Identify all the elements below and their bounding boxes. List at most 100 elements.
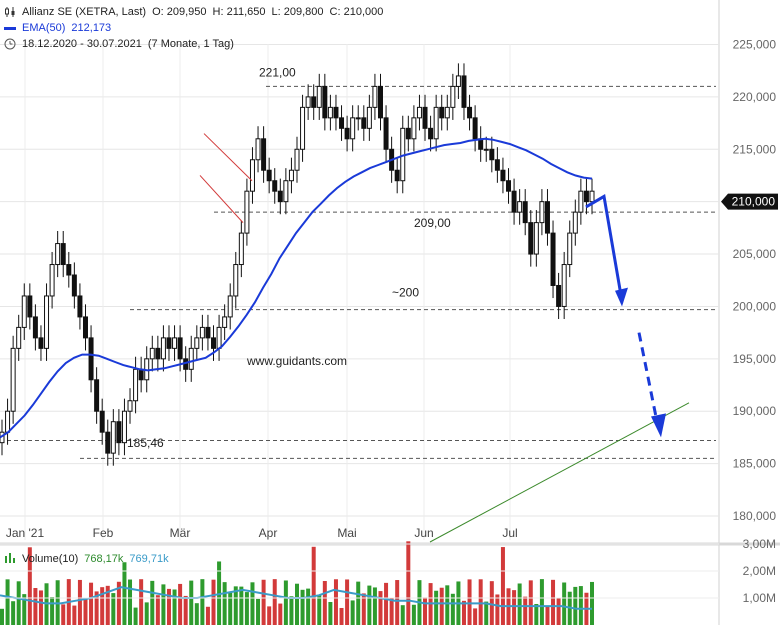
candle-body: [350, 117, 356, 140]
candle-body: [522, 201, 528, 224]
candle-body: [172, 337, 178, 349]
candle-body: [194, 337, 200, 349]
volume-bar: [295, 583, 299, 625]
volume-bar: [61, 604, 66, 625]
candle-body: [211, 337, 217, 349]
candle-body: [578, 190, 584, 213]
volume-bar: [211, 579, 216, 625]
projection-arrow-dashed: [637, 332, 659, 422]
candle-body: [383, 117, 389, 150]
ema-swatch-icon: [4, 26, 16, 30]
candle-body: [405, 127, 411, 140]
volume-bar: [378, 591, 383, 625]
volume-bar: [539, 579, 544, 625]
volume-bar: [111, 593, 116, 625]
y-tick-label: 225,000: [733, 38, 777, 52]
volume-bar: [289, 596, 294, 625]
candle-body: [272, 180, 278, 192]
last-price-badge: 210,000: [721, 193, 778, 210]
candle-body: [439, 106, 445, 119]
x-tick-label: Jan '21: [6, 526, 45, 540]
volume-bar: [222, 582, 227, 625]
candle-body: [322, 85, 328, 119]
candle-body: [450, 85, 456, 108]
volume-bar: [133, 607, 138, 625]
volume-bar: [166, 588, 171, 625]
volume-bar: [38, 590, 43, 625]
candle-body: [500, 169, 506, 182]
candle-body: [533, 222, 539, 255]
y-tick-label: 220,000: [733, 90, 777, 104]
candle-body: [49, 264, 55, 297]
candle-body: [506, 180, 512, 192]
candle-body: [110, 421, 116, 454]
volume-bar: [283, 580, 288, 625]
candle-body: [222, 316, 228, 328]
volume-tick-label: 1,00M: [743, 591, 776, 605]
volume-bar: [33, 588, 38, 625]
volume-bar: [562, 582, 567, 625]
candle-body: [300, 106, 306, 150]
candle-body: [121, 410, 127, 444]
level-label: ~200: [392, 285, 419, 299]
candle-body: [60, 243, 66, 266]
volume-bar: [512, 590, 517, 625]
candle-body: [133, 368, 139, 402]
open-value: O: 209,950: [152, 6, 207, 18]
candle-body: [528, 222, 534, 255]
volume-bar: [50, 597, 55, 625]
candle-body: [160, 337, 166, 360]
volume-bar: [400, 605, 405, 625]
candle-body: [116, 421, 122, 444]
candle-body: [294, 148, 300, 171]
last-price-label: 210,000: [732, 195, 776, 209]
volume-bar: [172, 589, 177, 625]
volume-bar: [0, 608, 4, 625]
candle-body: [82, 316, 88, 339]
volume-bar: [389, 597, 394, 625]
candle-body: [305, 96, 311, 108]
volume-value-2: 769,71k: [129, 552, 169, 565]
candle-body: [10, 347, 16, 412]
volume-bar: [122, 562, 127, 625]
volume-bar: [517, 583, 522, 625]
projection-arrows: [585, 194, 666, 438]
candle-body: [0, 431, 5, 444]
volume-bar: [233, 586, 238, 625]
candle-body: [411, 117, 417, 140]
candle-body: [199, 326, 205, 339]
volume-bar: [144, 602, 149, 625]
candle-body: [244, 190, 250, 234]
volume-bar: [372, 587, 377, 625]
period: (7 Monate, 1 Tag): [147, 38, 234, 50]
volume-bar: [467, 579, 472, 625]
candle-body: [377, 85, 383, 119]
volume-label: Volume(10): [22, 552, 79, 565]
candle-body: [583, 190, 589, 203]
volume-bar: [339, 607, 344, 625]
volume-bars-icon: [4, 551, 16, 566]
candle-body: [561, 264, 567, 307]
volume-bar: [139, 579, 144, 625]
ema-value: 212,173: [71, 22, 112, 34]
volume-bar: [250, 582, 255, 625]
volume-bar: [573, 586, 578, 625]
volume-bar: [189, 580, 194, 625]
volume-bar: [278, 603, 283, 625]
candle-body: [394, 169, 400, 182]
candle-body: [21, 295, 27, 328]
volume-bar: [194, 603, 199, 625]
volume-bar: [105, 585, 110, 625]
volume-tick-label: 3,00M: [743, 537, 776, 551]
volume-bar: [306, 588, 311, 625]
volume-bar: [239, 586, 244, 625]
candle-body: [38, 337, 44, 349]
volume-bar: [478, 579, 483, 625]
candle-body: [483, 148, 489, 151]
volume-bar: [473, 608, 478, 625]
volume-bar: [434, 590, 439, 625]
header-ema: EMA(50) 212,173: [4, 22, 111, 34]
candle-body: [205, 326, 211, 339]
volume-bar: [261, 579, 266, 625]
volume-bar: [77, 579, 82, 625]
